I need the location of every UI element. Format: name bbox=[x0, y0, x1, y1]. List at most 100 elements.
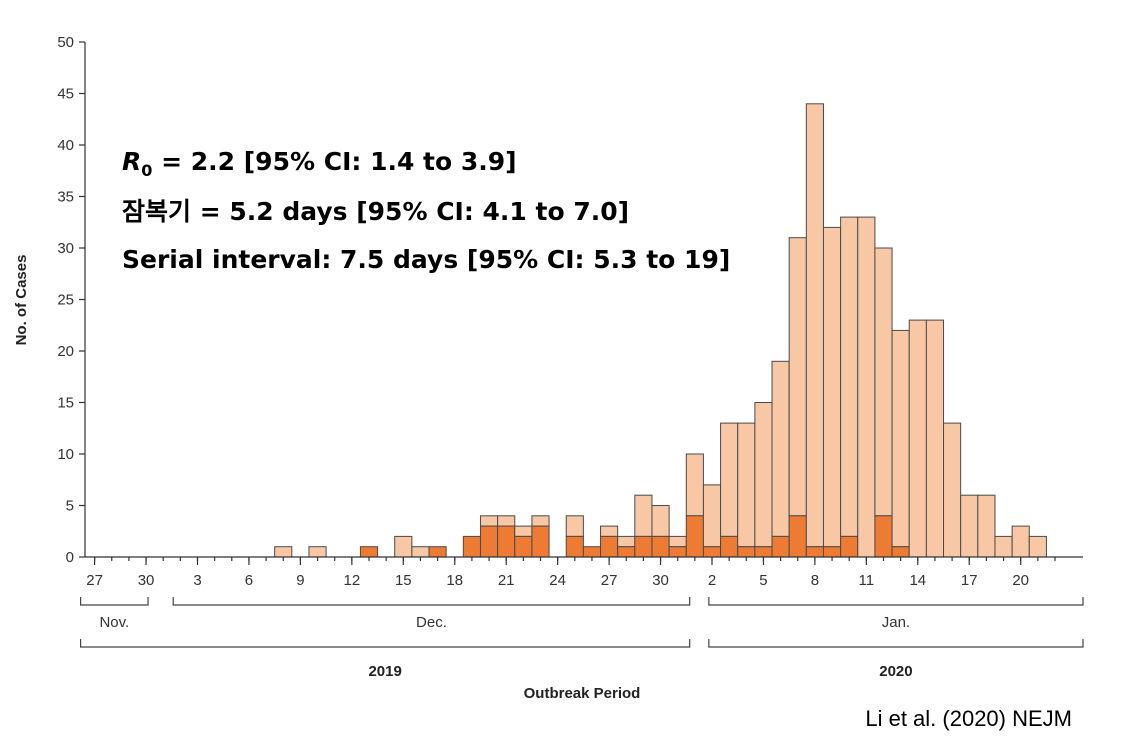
x-tick-label-15: 11 bbox=[859, 572, 875, 589]
y-axis-title: No. of Cases bbox=[13, 255, 30, 346]
r0-annotation: R0 = 2.2 [95% CI: 1.4 to 3.9] bbox=[122, 147, 517, 180]
bar-dark-18 bbox=[685, 515, 704, 558]
bar-light-25 bbox=[805, 103, 824, 548]
bar-light-24 bbox=[788, 237, 807, 517]
bar-light-15 bbox=[634, 494, 653, 537]
bar-light-10 bbox=[531, 515, 550, 527]
bar-light-16 bbox=[651, 505, 670, 537]
y-tick-label-10: 10 bbox=[57, 446, 74, 463]
x-tick-label-16: 14 bbox=[909, 572, 926, 589]
x-tick-label-8: 21 bbox=[498, 572, 515, 589]
bar-dark-22 bbox=[754, 546, 773, 558]
bar-light-9 bbox=[514, 525, 533, 537]
bar-dark-13 bbox=[600, 535, 619, 558]
month-label-1: Dec. bbox=[416, 614, 447, 631]
bar-dark-16 bbox=[651, 535, 670, 558]
bar-dark-24 bbox=[788, 515, 807, 558]
bar-light-17 bbox=[668, 535, 687, 548]
bar-light-4 bbox=[411, 546, 430, 558]
bar-dark-5 bbox=[428, 546, 447, 558]
bar-dark-15 bbox=[634, 535, 653, 558]
y-tick-label-30: 30 bbox=[57, 240, 74, 257]
period-brackets: Nov. Dec. Jan. 2019 2020 bbox=[80, 597, 1084, 680]
bar-light-36 bbox=[994, 535, 1013, 558]
bar-light-27 bbox=[840, 216, 859, 537]
bar-light-11 bbox=[565, 515, 584, 537]
month-bracket-2 bbox=[708, 597, 1084, 606]
bar-dark-27 bbox=[840, 535, 859, 558]
citation-credit: Li et al. (2020) NEJM bbox=[865, 706, 1072, 731]
x-tick-label-9: 24 bbox=[549, 572, 566, 589]
x-tick-label-1: 30 bbox=[138, 572, 155, 589]
bar-light-0 bbox=[274, 546, 293, 558]
x-tick-label-0: 27 bbox=[86, 572, 103, 589]
x-tick-label-12: 2 bbox=[708, 572, 716, 589]
bar-light-28 bbox=[857, 216, 876, 558]
incubation-annotation: 잠복기 = 5.2 days [95% CI: 4.1 to 7.0] bbox=[122, 197, 629, 226]
bar-dark-2 bbox=[359, 546, 379, 558]
bar-light-19 bbox=[702, 484, 722, 548]
bars-layer bbox=[274, 103, 1047, 558]
x-tick-label-17: 17 bbox=[961, 572, 978, 589]
month-label-2: Jan. bbox=[882, 614, 910, 631]
x-tick-label-18: 20 bbox=[1012, 572, 1029, 589]
bar-dark-12 bbox=[582, 546, 602, 558]
x-tick-label-3: 6 bbox=[245, 572, 253, 589]
y-tick-label-40: 40 bbox=[57, 137, 74, 154]
x-axis-title: Outbreak Period bbox=[524, 685, 641, 702]
x-tick-label-10: 27 bbox=[601, 572, 618, 589]
bar-dark-30 bbox=[891, 546, 910, 558]
y-tick-label-0: 0 bbox=[66, 549, 74, 566]
bar-dark-23 bbox=[771, 535, 790, 558]
month-label-0: Nov. bbox=[99, 614, 129, 631]
bar-dark-17 bbox=[668, 546, 687, 558]
bar-light-38 bbox=[1028, 535, 1047, 558]
bar-light-13 bbox=[600, 525, 619, 537]
y-tick-label-20: 20 bbox=[57, 343, 74, 360]
x-tick-label-13: 5 bbox=[759, 572, 767, 589]
bar-light-35 bbox=[977, 494, 996, 558]
bar-light-22 bbox=[754, 402, 773, 548]
bar-light-20 bbox=[720, 422, 739, 537]
bar-light-14 bbox=[617, 535, 636, 548]
bar-dark-21 bbox=[737, 546, 756, 558]
bar-dark-26 bbox=[822, 546, 842, 558]
bar-light-30 bbox=[891, 329, 910, 548]
bar-dark-6 bbox=[462, 535, 481, 558]
bar-light-29 bbox=[874, 247, 893, 517]
bar-dark-11 bbox=[565, 535, 584, 558]
x-tick-label-5: 12 bbox=[344, 572, 361, 589]
bar-light-31 bbox=[908, 319, 927, 558]
bar-dark-19 bbox=[702, 546, 722, 558]
bar-light-3 bbox=[394, 535, 413, 558]
bar-light-21 bbox=[737, 422, 756, 548]
year-bracket-1 bbox=[708, 639, 1084, 648]
bar-light-8 bbox=[497, 515, 516, 527]
bar-light-18 bbox=[685, 453, 704, 517]
bar-dark-25 bbox=[805, 546, 824, 558]
x-tick-label-4: 9 bbox=[296, 572, 304, 589]
y-tick-label-15: 15 bbox=[57, 395, 74, 412]
bar-dark-7 bbox=[479, 525, 499, 558]
y-tick-label-5: 5 bbox=[66, 498, 74, 515]
bar-light-7 bbox=[479, 515, 499, 527]
month-bracket-0 bbox=[80, 597, 149, 606]
bar-light-1 bbox=[308, 546, 327, 558]
x-tick-label-14: 8 bbox=[811, 572, 819, 589]
bar-light-26 bbox=[822, 226, 842, 548]
bar-dark-8 bbox=[497, 525, 516, 558]
bar-dark-20 bbox=[720, 535, 739, 558]
bar-dark-29 bbox=[874, 515, 893, 558]
year-label-1: 2020 bbox=[879, 663, 912, 680]
x-tick-label-6: 15 bbox=[395, 572, 412, 589]
bar-dark-10 bbox=[531, 525, 550, 558]
bar-light-23 bbox=[771, 360, 790, 537]
x-tick-label-2: 3 bbox=[193, 572, 201, 589]
bar-dark-14 bbox=[617, 546, 636, 558]
y-tick-label-35: 35 bbox=[57, 189, 74, 206]
year-label-0: 2019 bbox=[368, 663, 401, 680]
bar-light-33 bbox=[943, 422, 962, 558]
bar-light-32 bbox=[925, 319, 945, 558]
